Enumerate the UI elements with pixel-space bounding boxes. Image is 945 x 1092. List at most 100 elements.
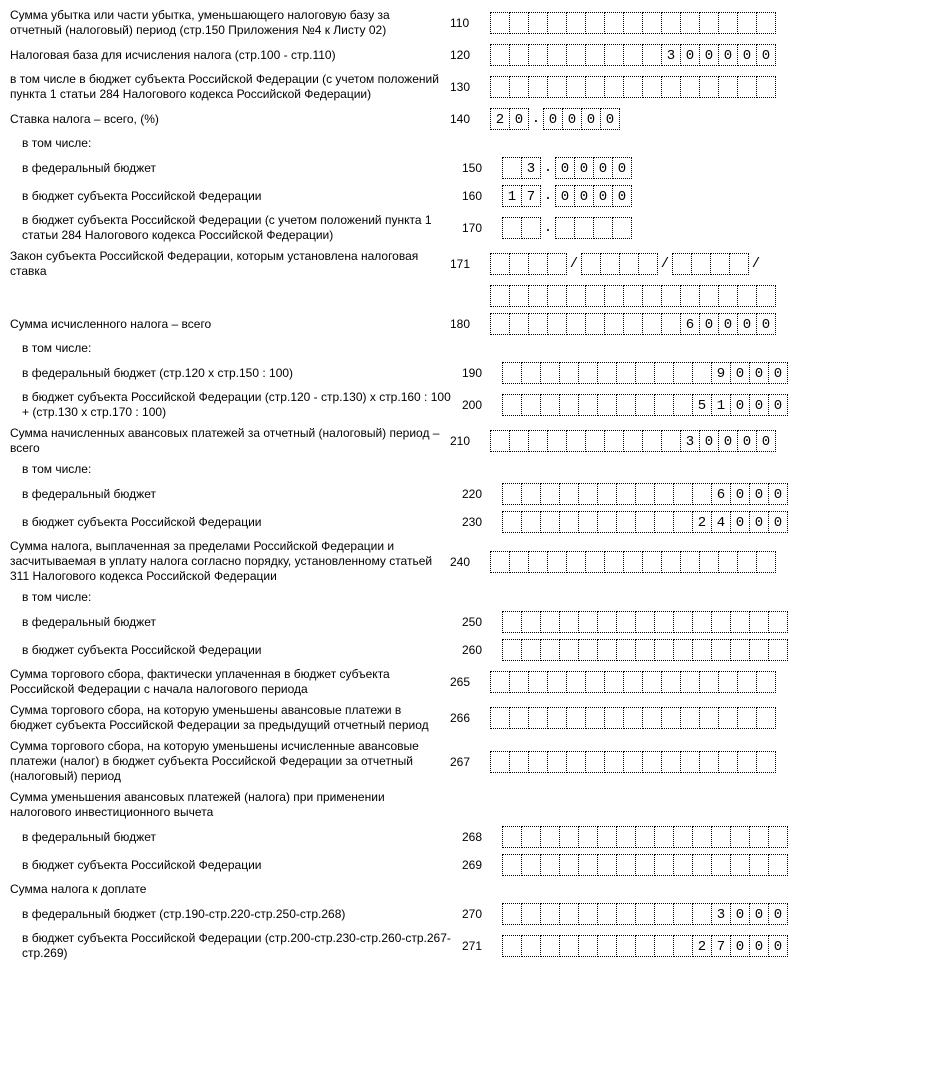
separator: .	[529, 108, 543, 130]
field-wrap: 30000	[490, 430, 935, 452]
field-wrap: 27000	[502, 935, 935, 957]
row-label: Сумма убытка или части убытка, уменьшающ…	[10, 8, 450, 38]
cell	[623, 751, 643, 773]
cell	[521, 483, 541, 505]
cell	[768, 826, 788, 848]
cell	[502, 903, 522, 925]
cell: 0	[555, 185, 575, 207]
cell: 0	[749, 362, 769, 384]
cell	[661, 313, 681, 335]
row-label: Ставка налога – всего, (%)	[10, 112, 450, 127]
cell	[680, 751, 700, 773]
cell: 0	[749, 511, 769, 533]
cell	[540, 483, 560, 505]
form-row: Сумма уменьшения авансовых платежей (нал…	[10, 790, 935, 820]
cell	[692, 826, 712, 848]
cell: 0	[574, 185, 594, 207]
cell	[673, 935, 693, 957]
cell	[547, 707, 567, 729]
cell	[642, 751, 662, 773]
cell-group: 3000	[502, 903, 788, 925]
cell	[585, 44, 605, 66]
row-label: в бюджет субъекта Российской Федерации	[10, 189, 462, 204]
cell	[654, 362, 674, 384]
cell	[528, 76, 548, 98]
cell	[604, 707, 624, 729]
row-code: 150	[462, 161, 502, 175]
cell	[521, 935, 541, 957]
field-wrap	[490, 76, 935, 98]
cell	[490, 751, 510, 773]
cell: 1	[502, 185, 522, 207]
cell	[559, 854, 579, 876]
cell	[749, 611, 769, 633]
cell	[521, 826, 541, 848]
cell	[661, 12, 681, 34]
cell: 0	[756, 44, 776, 66]
cell	[692, 483, 712, 505]
cell	[642, 671, 662, 693]
cell	[692, 611, 712, 633]
row-code: 170	[462, 221, 502, 235]
cell	[521, 611, 541, 633]
cell	[540, 854, 560, 876]
cell	[654, 639, 674, 661]
cell	[585, 751, 605, 773]
row-code: 200	[462, 398, 502, 412]
cell: 3	[521, 157, 541, 179]
cell	[528, 44, 548, 66]
cell	[673, 639, 693, 661]
cell	[718, 551, 738, 573]
cell-group	[490, 551, 776, 573]
row-label: Сумма торгового сбора, на которую уменьш…	[10, 703, 450, 733]
cell	[490, 671, 510, 693]
cell	[566, 44, 586, 66]
cell	[737, 671, 757, 693]
cell: 2	[692, 935, 712, 957]
cell	[642, 430, 662, 452]
cell	[566, 285, 586, 307]
cell	[585, 76, 605, 98]
row-code: 266	[450, 711, 490, 725]
cell	[597, 826, 617, 848]
cell-group	[490, 12, 776, 34]
cell: 6	[680, 313, 700, 335]
cell: 0	[612, 157, 632, 179]
row-label: в бюджет субъекта Российской Федерации	[10, 643, 462, 658]
cell: 0	[768, 362, 788, 384]
cell	[547, 12, 567, 34]
cell: 0	[555, 157, 575, 179]
cell	[509, 430, 529, 452]
field-wrap: 300000	[490, 44, 935, 66]
separator: .	[541, 217, 555, 239]
cell	[619, 253, 639, 275]
cell: 0	[543, 108, 563, 130]
cell	[737, 551, 757, 573]
cell	[502, 854, 522, 876]
form-row: Сумма торгового сбора, на которую уменьш…	[10, 739, 935, 784]
cell: 9	[711, 362, 731, 384]
cell	[566, 430, 586, 452]
cell: 0	[730, 483, 750, 505]
cell	[490, 253, 510, 275]
cell	[490, 313, 510, 335]
cell	[597, 394, 617, 416]
cell	[566, 12, 586, 34]
cell	[559, 511, 579, 533]
cell	[578, 639, 598, 661]
cell	[737, 76, 757, 98]
cell	[502, 217, 522, 239]
cell	[559, 639, 579, 661]
row-label: в том числе в бюджет субъекта Российской…	[10, 72, 450, 102]
cell	[521, 854, 541, 876]
cell	[528, 707, 548, 729]
row-label: в федеральный бюджет	[10, 615, 462, 630]
cell	[547, 285, 567, 307]
cell-group	[490, 671, 776, 693]
cell	[574, 217, 594, 239]
cell	[509, 707, 529, 729]
cell	[642, 551, 662, 573]
cell	[692, 903, 712, 925]
cell: 0	[730, 511, 750, 533]
row-code: 190	[462, 366, 502, 380]
